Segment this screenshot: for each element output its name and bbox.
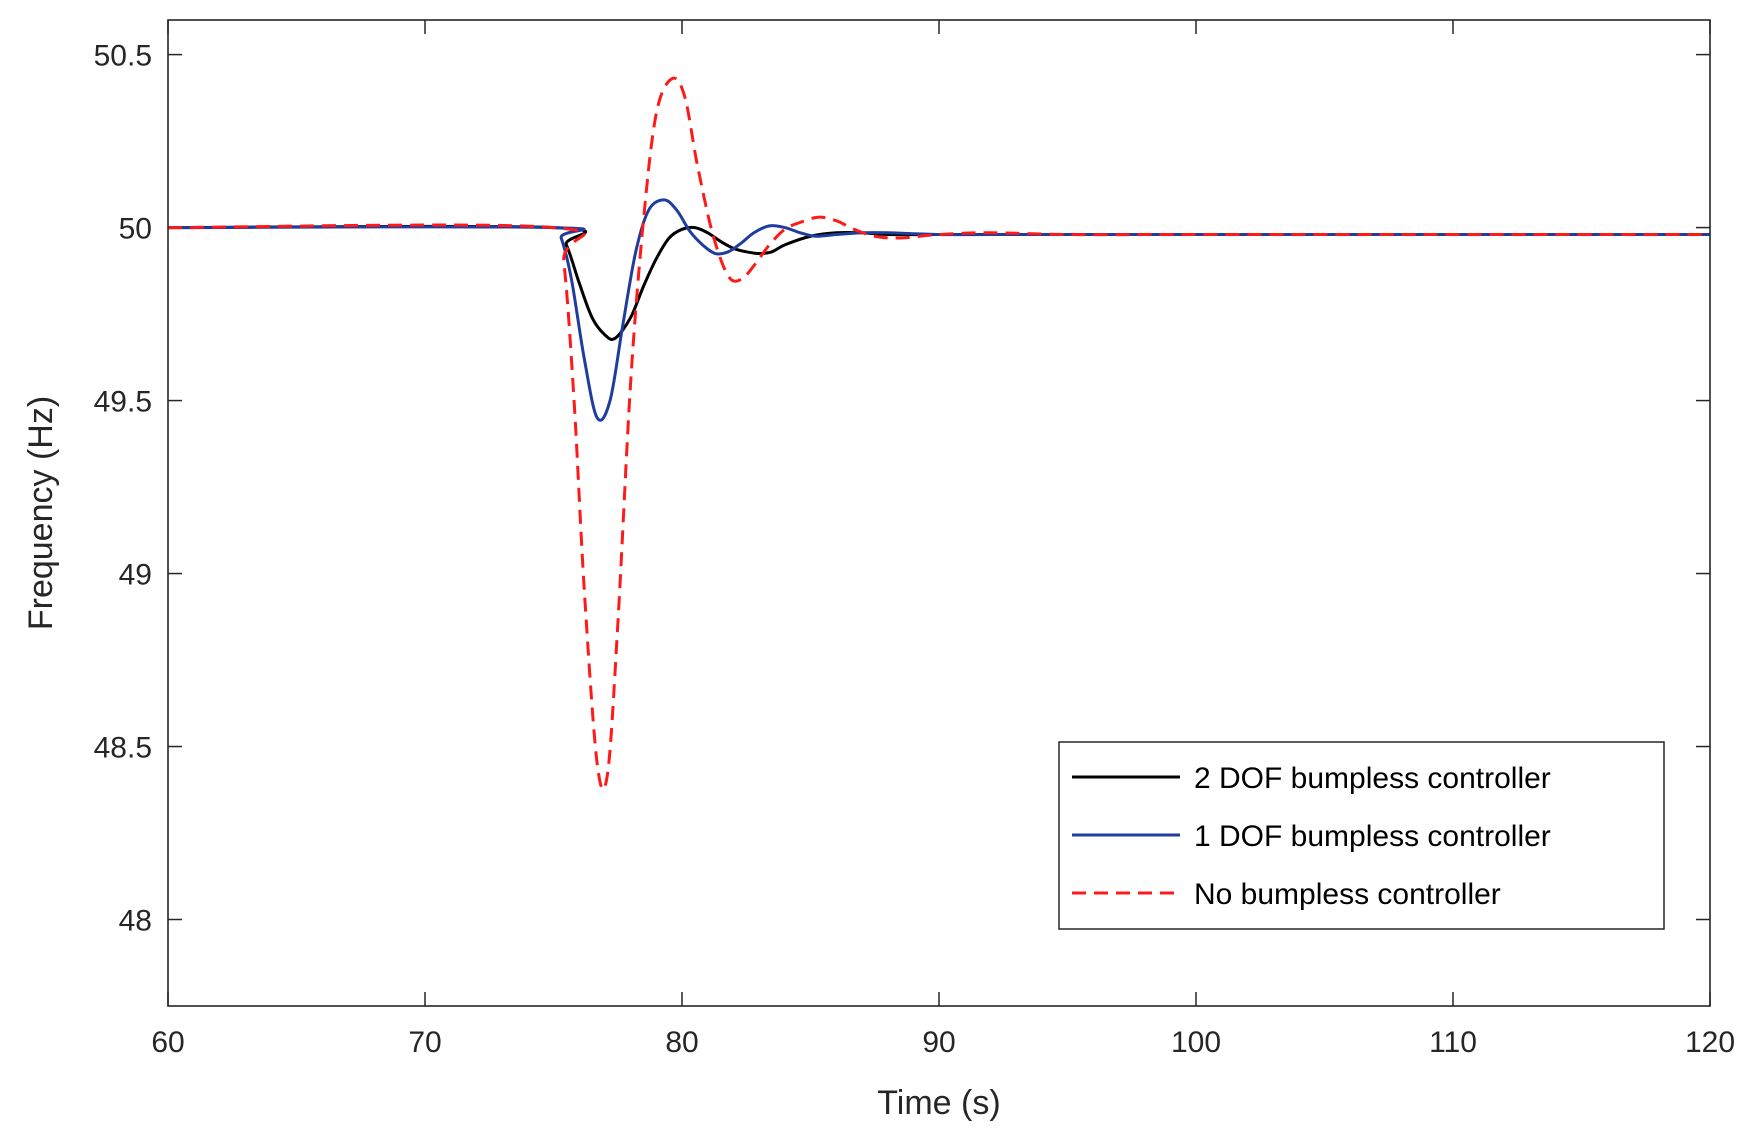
tick-labels: 60 70 80 90 100 110 120 48 48.5 49 49.5 50 50.5	[94, 40, 1735, 1059]
y-tick-label: 50	[119, 213, 152, 246]
plot-frame	[167, 19, 1711, 1007]
x-tick-label: 90	[922, 1026, 955, 1059]
x-tick-label: 80	[665, 1026, 698, 1059]
y-tick-label: 48.5	[94, 732, 152, 765]
y-tick-label: 49	[119, 559, 152, 592]
legend-label-no-bumpless: No bumpless controller	[1194, 878, 1501, 911]
x-tick-label: 70	[408, 1026, 441, 1059]
x-tick-label: 120	[1685, 1026, 1735, 1059]
x-tick-label: 110	[1429, 1026, 1477, 1059]
legend-label-1dof: 1 DOF bumpless controller	[1194, 820, 1551, 853]
y-tick-label: 49.5	[94, 386, 152, 419]
x-tick-label: 60	[151, 1026, 184, 1059]
y-tick-label: 48	[119, 905, 152, 938]
y-tick-label: 50.5	[94, 40, 152, 73]
legend: 2 DOF bumpless controller 1 DOF bumpless…	[1058, 741, 1665, 930]
y-axis-title: Frequency (Hz)	[22, 396, 60, 630]
series-no-bumpless	[167, 76, 1710, 791]
x-axis-title: Time (s)	[877, 1084, 1000, 1122]
x-tick-label: 100	[1171, 1026, 1221, 1059]
legend-label-2dof: 2 DOF bumpless controller	[1194, 762, 1551, 795]
series-layer	[167, 76, 1710, 791]
